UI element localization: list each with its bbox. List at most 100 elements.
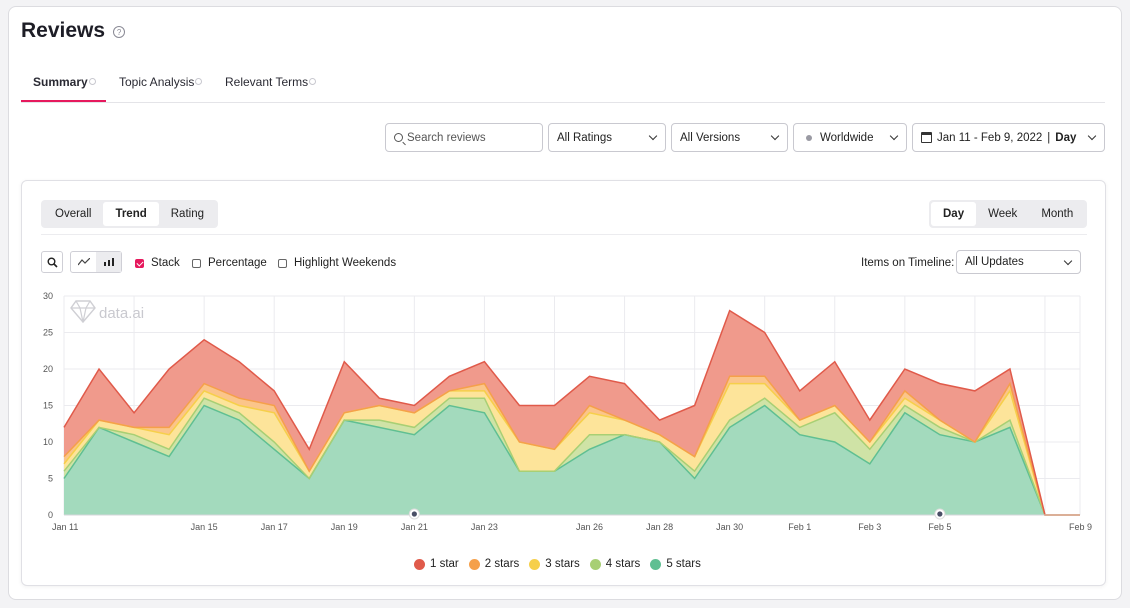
bar-chart-icon [103, 258, 114, 266]
x-tick-label: Feb 1 [788, 522, 811, 532]
date-range-picker[interactable]: Jan 11 - Feb 9, 2022 | Day [912, 123, 1105, 152]
y-tick-label: 10 [43, 437, 53, 447]
view-overall[interactable]: Overall [55, 208, 92, 220]
chevron-down-icon [648, 131, 658, 141]
legend-label: 4 stars [605, 558, 641, 570]
view-rating[interactable]: Rating [170, 208, 204, 220]
x-tick-label: Jan 17 [261, 522, 288, 532]
line-chart-button[interactable] [71, 252, 96, 272]
timeline-value: All Updates [965, 256, 1024, 268]
line-1-star [63, 309, 1080, 516]
stacked-areas [63, 309, 1080, 516]
trend-card: Overall Trend Rating Day Week Month Stac… [21, 180, 1106, 586]
timeline-marker-dot [937, 511, 943, 517]
x-tick-label: Jan 21 [401, 522, 428, 532]
y-tick-label: 25 [43, 328, 53, 338]
legend-label: 3 stars [545, 558, 580, 570]
tab-topic-analysis-label: Topic Analysis [119, 75, 195, 89]
x-tick-label: Jan 23 [471, 522, 498, 532]
y-tick-label: 20 [43, 364, 53, 374]
x-tick-label: Jan 28 [646, 522, 673, 532]
search-placeholder: Search reviews [407, 131, 486, 144]
legend-label: 2 stars [484, 558, 520, 570]
stack-label: Stack [151, 257, 180, 269]
watermark: data.ai [70, 300, 144, 324]
chevron-down-icon [1063, 256, 1073, 266]
percentage-label: Percentage [208, 257, 267, 269]
percentage-checkbox[interactable]: Percentage [192, 257, 267, 269]
zoom-button[interactable] [41, 251, 63, 273]
line-2-stars [63, 375, 1080, 516]
x-tick-label: Jan 30 [716, 522, 743, 532]
ratings-select[interactable]: All Ratings [548, 123, 666, 152]
highlight-weekends-checkbox[interactable]: Highlight Weekends [278, 257, 396, 269]
date-range-value: Jan 11 - Feb 9, 2022 [937, 131, 1043, 144]
reviews-page: Reviews ? Summary Topic Analysis Relevan… [8, 6, 1122, 600]
tab-bar: Summary Topic Analysis Relevant Terms [21, 67, 1105, 103]
watermark-text: data.ai [99, 305, 144, 322]
y-axis: 0 5 10 15 20 25 30 [43, 291, 53, 520]
globe-icon [806, 134, 812, 141]
checkbox-icon [278, 258, 287, 268]
line-3-stars [63, 382, 1080, 516]
checkbox-icon [192, 258, 201, 268]
line-5-stars [63, 404, 1080, 516]
tab-relevant-terms-label: Relevant Terms [225, 75, 309, 89]
search-input[interactable]: Search reviews [385, 123, 543, 152]
y-tick-label: 30 [43, 291, 53, 301]
legend-swatch [414, 558, 425, 570]
region-select[interactable]: Worldwide [793, 123, 907, 152]
legend-item[interactable]: 3 stars [529, 558, 580, 570]
period-week[interactable]: Week [988, 208, 1018, 220]
tab-summary-label: Summary [33, 75, 88, 89]
legend-swatch [468, 558, 480, 570]
legend-item[interactable]: 1 star [414, 558, 459, 570]
region-value: Worldwide [820, 131, 874, 144]
x-tick-label: Jan 26 [576, 522, 603, 532]
chart-legend: 1 star 2 stars 3 stars 4 stars 5 stars [414, 558, 711, 570]
tab-topic-analysis[interactable]: Topic Analysis [119, 75, 203, 89]
x-axis: Jan 11 Jan 15 Jan 17 Jan 19 Jan 21 Jan 23 Jan … [52, 522, 1092, 532]
diamond-logo-icon [70, 300, 96, 324]
tab-summary[interactable]: Summary [33, 75, 96, 89]
legend-item[interactable]: 5 stars [650, 558, 701, 570]
y-tick-label: 0 [48, 510, 53, 520]
x-tick-label: Feb 3 [858, 522, 881, 532]
legend-label: 5 stars [666, 558, 701, 570]
bar-chart-button[interactable] [96, 252, 121, 272]
versions-select[interactable]: All Versions [671, 123, 788, 152]
timeline-label: Items on Timeline: [861, 257, 955, 269]
view-trend[interactable]: Trend [103, 202, 159, 226]
area-4-stars[interactable] [64, 398, 1080, 515]
search-icon [394, 133, 403, 142]
area-1-star[interactable] [64, 310, 1080, 515]
page-title: Reviews [21, 19, 106, 42]
legend-item[interactable]: 2 stars [468, 558, 520, 570]
card-divider [41, 234, 1087, 235]
y-tick-label: 15 [43, 401, 53, 411]
tab-relevant-terms[interactable]: Relevant Terms [225, 75, 317, 89]
chart-type-toggle [70, 251, 122, 273]
timeline-select[interactable]: All Updates [956, 250, 1081, 274]
calendar-icon [921, 132, 932, 143]
legend-swatch [650, 558, 662, 570]
info-icon [195, 78, 203, 85]
y-tick-label: 5 [48, 474, 53, 484]
period-toggle: Day Week Month [929, 200, 1088, 228]
area-3-stars[interactable] [64, 383, 1080, 515]
legend-item[interactable]: 4 stars [589, 558, 641, 570]
ratings-value: All Ratings [557, 131, 612, 144]
help-icon[interactable]: ? [113, 26, 126, 38]
granularity-value: Day [1055, 131, 1077, 144]
period-day[interactable]: Day [931, 202, 977, 226]
chevron-down-icon [770, 131, 780, 141]
chevron-down-icon [889, 131, 899, 141]
period-month[interactable]: Month [1041, 208, 1074, 220]
weekends-label: Highlight Weekends [294, 257, 397, 269]
stack-checkbox[interactable]: Stack [135, 257, 180, 269]
x-tick-label: Jan 15 [191, 522, 218, 532]
line-chart-icon [77, 258, 90, 266]
title-row: Reviews ? [21, 19, 126, 43]
versions-value: All Versions [680, 131, 741, 144]
